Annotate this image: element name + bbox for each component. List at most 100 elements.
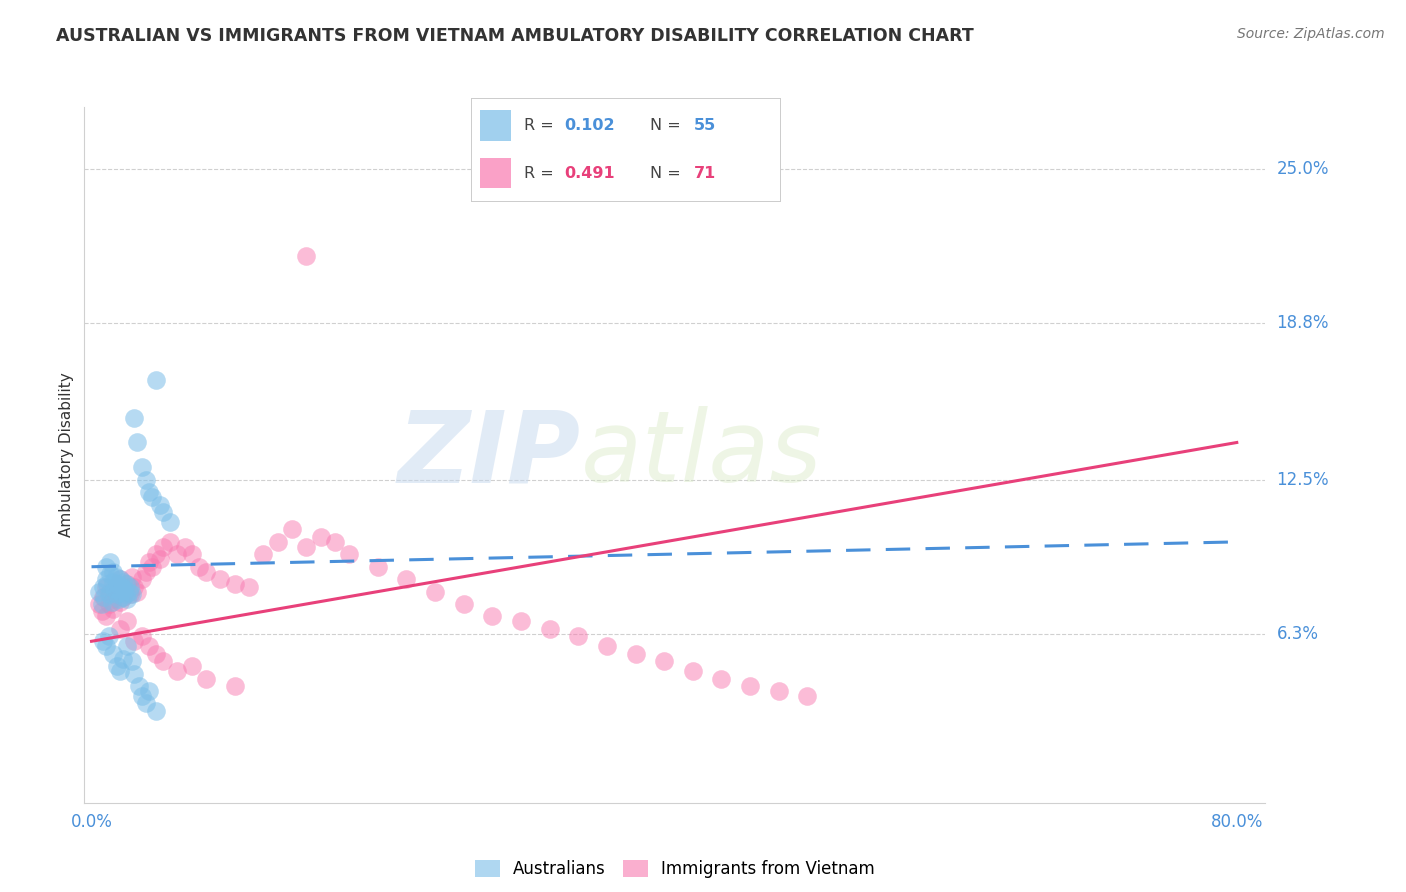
Point <box>309 530 332 544</box>
Point <box>120 580 142 594</box>
Point <box>135 473 157 487</box>
Point <box>510 615 533 629</box>
Point <box>110 580 132 594</box>
Point <box>131 460 153 475</box>
Point <box>145 373 167 387</box>
Point <box>98 584 121 599</box>
Point <box>90 605 112 619</box>
Text: atlas: atlas <box>581 407 823 503</box>
Point <box>173 540 195 554</box>
Point <box>111 574 134 589</box>
Point <box>107 592 129 607</box>
Text: Source: ZipAtlas.com: Source: ZipAtlas.com <box>1237 27 1385 41</box>
Point <box>108 664 131 678</box>
Point <box>252 547 274 561</box>
Point <box>100 594 122 608</box>
Point <box>187 559 209 574</box>
Text: ZIP: ZIP <box>398 407 581 503</box>
Point <box>91 634 114 648</box>
Text: N =: N = <box>651 119 686 133</box>
Point <box>101 574 124 589</box>
Point <box>195 565 218 579</box>
Text: R =: R = <box>523 166 558 180</box>
Point <box>138 485 160 500</box>
Point <box>108 594 131 608</box>
Point <box>281 523 304 537</box>
Point <box>111 590 134 604</box>
Point <box>94 559 117 574</box>
Point <box>96 577 118 591</box>
Point <box>682 664 704 678</box>
Point <box>105 659 128 673</box>
Point <box>131 689 153 703</box>
Point <box>159 534 181 549</box>
Point <box>567 629 589 643</box>
Point <box>710 672 733 686</box>
Point <box>180 659 202 673</box>
Point <box>108 584 131 599</box>
Text: 71: 71 <box>693 166 716 180</box>
Point <box>90 597 112 611</box>
Text: 12.5%: 12.5% <box>1277 471 1329 489</box>
Point <box>295 540 318 554</box>
Point <box>98 555 121 569</box>
Point <box>145 704 167 718</box>
Point <box>111 651 134 665</box>
Text: R =: R = <box>523 119 558 133</box>
Text: 25.0%: 25.0% <box>1277 161 1329 178</box>
Point <box>138 639 160 653</box>
Point <box>101 602 124 616</box>
Point <box>266 534 288 549</box>
Point <box>796 689 818 703</box>
Point <box>91 580 114 594</box>
Point <box>97 629 120 643</box>
Point <box>101 592 124 607</box>
Point <box>114 584 136 599</box>
Point <box>738 679 761 693</box>
Point <box>149 498 172 512</box>
Point <box>101 647 124 661</box>
Point <box>224 577 246 591</box>
Point <box>135 565 157 579</box>
Point <box>124 580 146 594</box>
Point <box>138 555 160 569</box>
Point <box>149 552 172 566</box>
Point <box>105 587 128 601</box>
Point <box>652 654 675 668</box>
Bar <box>481 111 512 141</box>
Point <box>94 580 117 594</box>
Point <box>453 597 475 611</box>
Point <box>224 679 246 693</box>
Point <box>195 672 218 686</box>
Point <box>104 570 127 584</box>
Point <box>93 590 115 604</box>
Point <box>104 587 127 601</box>
Point <box>108 622 131 636</box>
Point <box>108 572 131 586</box>
Point <box>166 664 188 678</box>
Text: 55: 55 <box>693 119 716 133</box>
Point <box>127 584 149 599</box>
Point <box>124 634 146 648</box>
Point <box>121 587 143 601</box>
Point <box>111 590 134 604</box>
Point <box>115 577 138 591</box>
Point <box>145 547 167 561</box>
Point <box>117 639 139 653</box>
Point <box>117 592 139 607</box>
Point <box>159 515 181 529</box>
Point <box>180 547 202 561</box>
Text: N =: N = <box>651 166 686 180</box>
Point <box>481 609 503 624</box>
Point <box>87 597 110 611</box>
Point <box>166 547 188 561</box>
Text: 0.102: 0.102 <box>564 119 614 133</box>
Point <box>337 547 360 561</box>
Point <box>121 570 143 584</box>
Point <box>127 435 149 450</box>
Point <box>98 567 121 582</box>
Point <box>596 639 619 653</box>
Text: AUSTRALIAN VS IMMIGRANTS FROM VIETNAM AMBULATORY DISABILITY CORRELATION CHART: AUSTRALIAN VS IMMIGRANTS FROM VIETNAM AM… <box>56 27 974 45</box>
Point <box>114 582 136 596</box>
Point <box>141 559 163 574</box>
